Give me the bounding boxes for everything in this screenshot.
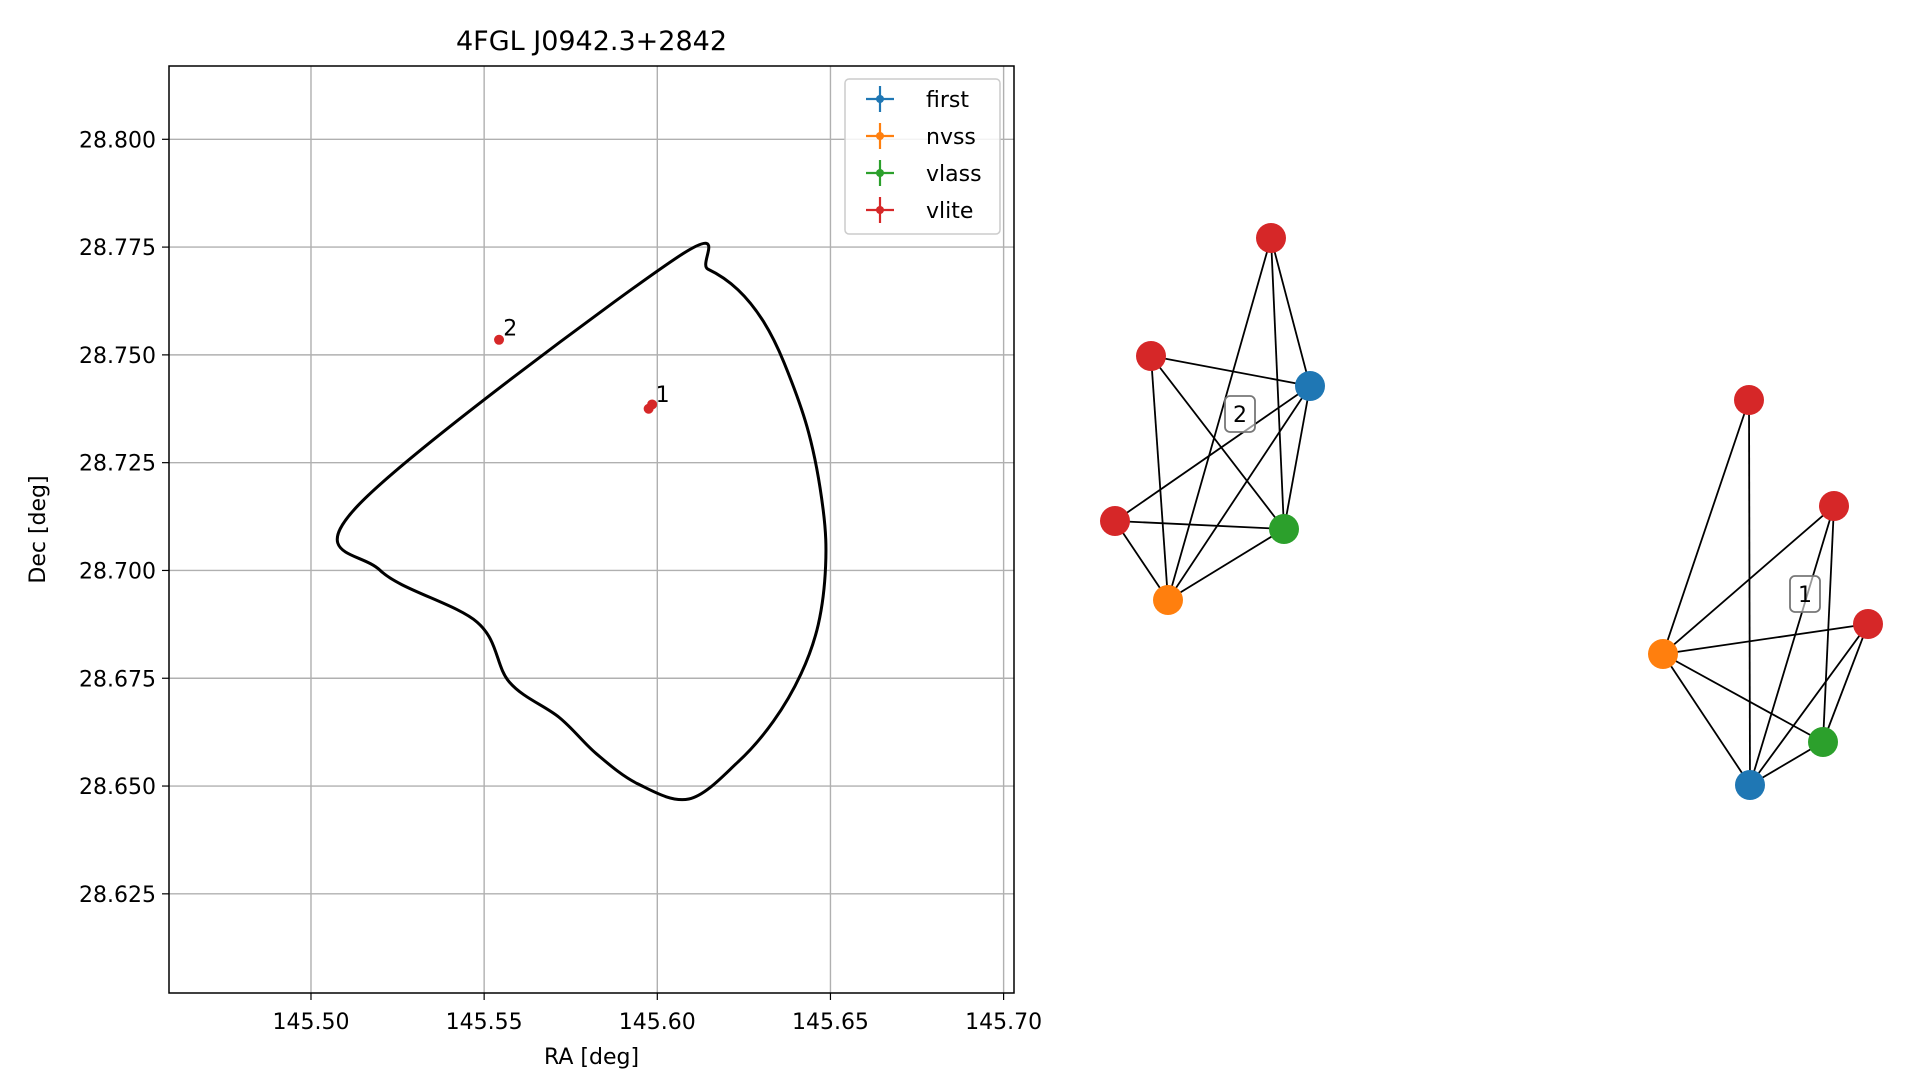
network-edge — [1114, 520, 1285, 530]
network-edge — [1662, 653, 1751, 786]
network-node-vlite — [1819, 491, 1849, 521]
network-edge — [1749, 505, 1835, 786]
network-node-nvss — [1153, 585, 1183, 615]
legend-item-vlite: vlite — [866, 197, 973, 224]
network-node-vlite — [1256, 223, 1286, 253]
network-edge — [1167, 237, 1272, 601]
legend-marker — [876, 132, 884, 140]
y-tick-label: 28.700 — [79, 559, 156, 584]
marker — [647, 399, 658, 410]
network-edge — [1662, 623, 1869, 655]
y-tick-label: 28.725 — [79, 452, 156, 477]
network-node-vlass — [1808, 727, 1838, 757]
legend-label: nvss — [926, 125, 976, 150]
legend-box — [844, 78, 1001, 235]
y-tick-label: 28.625 — [79, 883, 156, 908]
network-edge — [1150, 355, 1169, 601]
legend-label: vlass — [926, 162, 982, 187]
point-annotations: 12 — [503, 316, 669, 408]
scatter-panel: 12 145.50 145.55 145.60 145.65 145.7028.6252… — [26, 26, 1042, 1070]
tick-marks: 145.50 145.55 145.60 145.65 145.70 28.625 28.6… — [79, 128, 1042, 1035]
cluster-label-box — [1789, 575, 1821, 613]
x-axis-label: RA [deg] — [544, 1045, 639, 1070]
network-edge — [1270, 237, 1311, 387]
legend-marker — [876, 169, 884, 177]
network-node-first — [1295, 371, 1325, 401]
x-tick-label: 145.65 — [792, 1010, 869, 1035]
network-node-vlite — [1136, 341, 1166, 371]
y-tick-label: 28.800 — [79, 128, 156, 153]
y-tick-label: 28.650 — [79, 775, 156, 800]
data-point-vlite — [494, 334, 505, 345]
legend-marker — [876, 95, 884, 103]
network-node-nvss — [1648, 639, 1678, 669]
network-node-vlite — [1100, 506, 1130, 536]
network-edge — [1662, 399, 1750, 655]
network-cluster-2: 2 — [1100, 223, 1325, 615]
network-edge — [1662, 653, 1824, 743]
legend-marker — [876, 206, 884, 214]
network-node-first — [1735, 770, 1765, 800]
plot-frame — [168, 65, 1015, 994]
legend-item-vlass: vlass — [866, 160, 982, 187]
cluster-label: 2 — [1233, 403, 1247, 428]
legend-item-nvss: nvss — [866, 123, 976, 150]
confidence-ellipse — [335, 241, 828, 802]
y-axis-label: Dec [deg] — [26, 475, 51, 583]
network-edge — [1270, 237, 1285, 530]
network-edge — [1150, 355, 1285, 530]
legend-label: first — [926, 88, 969, 113]
chart-title: 4FGL J0942.3+2842 — [456, 26, 727, 57]
network-edge — [1167, 528, 1285, 601]
network-node-vlass — [1269, 514, 1299, 544]
network-edge — [1748, 399, 1751, 786]
network-panel: 21 — [1100, 223, 1883, 800]
network-edge — [1662, 505, 1835, 655]
x-tick-label: 145.50 — [272, 1010, 349, 1035]
legend-item-first: first — [866, 86, 969, 113]
cluster-label: 1 — [1798, 583, 1812, 608]
network-edge — [1114, 520, 1169, 601]
data-points-layer — [494, 334, 658, 414]
y-tick-label: 28.675 — [79, 667, 156, 692]
network-edge — [1822, 623, 1869, 743]
network-node-vlite — [1853, 609, 1883, 639]
x-tick-label: 145.55 — [446, 1010, 523, 1035]
y-tick-label: 28.775 — [79, 236, 156, 261]
network-edge — [1283, 385, 1311, 530]
marker — [494, 334, 505, 345]
network-cluster-1: 1 — [1648, 385, 1883, 800]
network-edge — [1822, 505, 1835, 743]
network-edge — [1114, 385, 1311, 522]
cluster-label-box — [1224, 395, 1256, 433]
legend: first nvss vlass vlite — [844, 78, 1001, 235]
x-tick-label: 145.60 — [619, 1010, 696, 1035]
point-annotation: 2 — [503, 316, 517, 341]
x-tick-label: 145.70 — [965, 1010, 1042, 1035]
network-edge — [1150, 355, 1311, 387]
data-point-vlite — [647, 399, 658, 410]
point-annotation: 1 — [656, 383, 670, 408]
confidence-ellipse-layer — [335, 241, 828, 802]
y-tick-label: 28.750 — [79, 344, 156, 369]
network-node-vlite — [1734, 385, 1764, 415]
network-edge — [1167, 385, 1311, 601]
legend-label: vlite — [926, 199, 973, 224]
network-edge — [1749, 623, 1869, 786]
